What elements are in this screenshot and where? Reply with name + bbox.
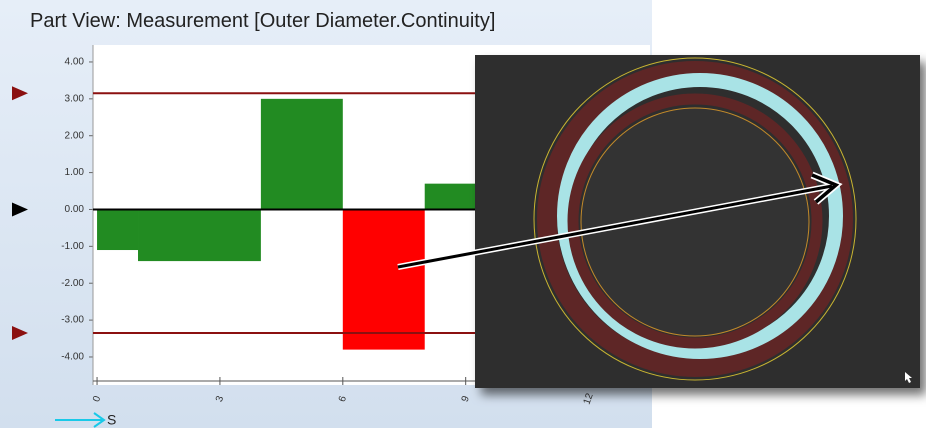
x-tick-label: 9 — [460, 394, 472, 403]
y-tick-label: 2.00 — [65, 130, 85, 141]
s-axis-arrow: S — [55, 412, 116, 428]
limit-marker — [12, 86, 28, 101]
y-tick-label: 4.00 — [65, 57, 85, 68]
annotation-arrow — [397, 171, 843, 270]
bar — [97, 209, 139, 251]
x-tick-label: 3 — [214, 394, 226, 403]
bar — [342, 209, 425, 350]
limit-marker — [12, 326, 28, 341]
y-tick-label: -3.00 — [61, 315, 84, 326]
y-tick-label: -1.00 — [61, 241, 84, 252]
y-tick-label: 0.00 — [65, 204, 85, 215]
y-tick-label: -4.00 — [61, 352, 84, 363]
panel-title: Part View: Measurement [Outer Diameter.C… — [30, 10, 495, 32]
bar — [260, 98, 343, 210]
bar — [138, 209, 261, 262]
image-overlay — [475, 55, 920, 388]
y-tick-label: 1.00 — [65, 167, 85, 178]
x-tick-label: 6 — [337, 394, 349, 403]
x-tick-label: 12 — [582, 392, 596, 407]
y-tick-label: -2.00 — [61, 278, 84, 289]
x-tick-label: 0 — [91, 394, 103, 403]
x-axis-label: S — [107, 412, 116, 428]
y-tick-label: 3.00 — [65, 93, 85, 104]
zero-marker — [12, 202, 28, 217]
